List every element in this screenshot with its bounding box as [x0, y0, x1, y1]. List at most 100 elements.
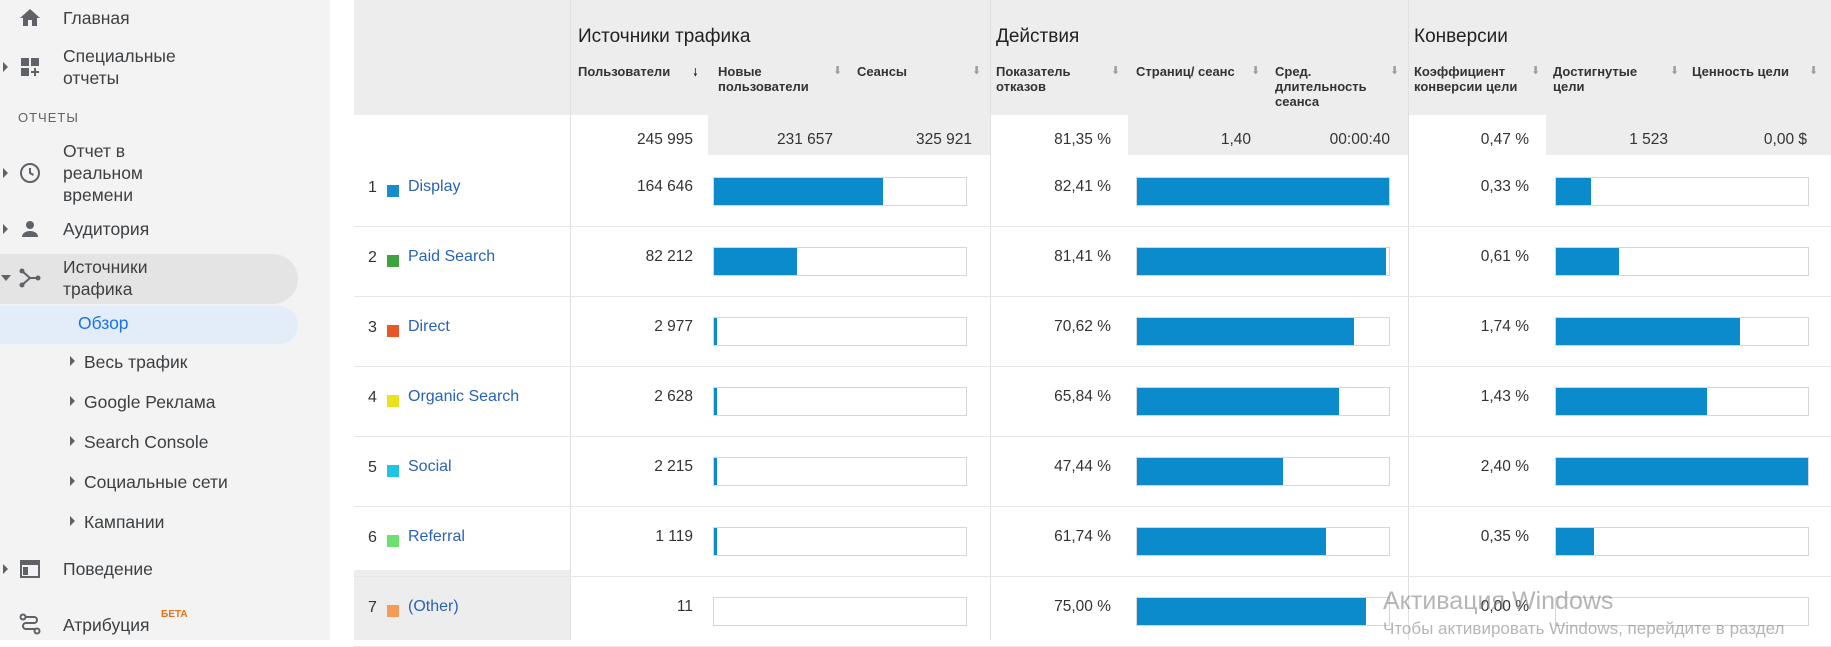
column-header-goal-conversion-rate[interactable]: Коэффициент конверсии цели	[1414, 64, 1518, 94]
sidebar-subitem-label: Search Console	[84, 432, 209, 452]
column-header-avg-session-duration[interactable]: Сред. длительность сеанса	[1275, 64, 1367, 109]
channel-link[interactable]: Paid Search	[408, 248, 496, 265]
column-header-bounce-rate[interactable]: Показатель отказов	[996, 64, 1071, 94]
sidebar-item-attribution[interactable]: Атрибуция БЕТА	[0, 609, 300, 636]
conversion-bar	[1555, 457, 1809, 486]
sort-icon[interactable]: ⬇	[1390, 65, 1400, 77]
conversion-bar	[1555, 597, 1809, 626]
sidebar-subitem-search-console[interactable]: Search Console	[70, 432, 209, 453]
conversion-bar-fill	[1556, 248, 1619, 275]
row-number: 3	[368, 319, 377, 336]
conversion-bar-fill	[1556, 458, 1808, 485]
channel-link[interactable]: Organic Search	[408, 388, 520, 405]
users-bar	[713, 597, 967, 626]
users-value: 11	[676, 598, 693, 615]
expand-caret-icon	[70, 356, 75, 367]
sidebar-item-audience[interactable]: Аудитория	[0, 217, 300, 241]
column-header-sessions[interactable]: Сеансы	[857, 64, 908, 79]
person-icon	[22, 221, 38, 237]
channel-link[interactable]: Direct	[408, 318, 450, 335]
column-divider	[1408, 0, 1409, 640]
sort-icon[interactable]: ⬇	[1531, 65, 1541, 77]
sidebar-subitem-campaigns[interactable]: Кампании	[70, 512, 164, 533]
bounce-value: 82,41 %	[1054, 178, 1111, 195]
conversion-bar	[1555, 527, 1809, 556]
sort-icon[interactable]: ⬇	[1809, 65, 1819, 77]
row-divider	[354, 366, 1831, 367]
totals-bounce-cell	[990, 115, 1128, 155]
row-number: 7	[368, 599, 377, 616]
nav-sub-active-highlight	[0, 306, 298, 344]
sort-icon[interactable]: ⬇	[1670, 65, 1680, 77]
bounce-value: 70,62 %	[1054, 318, 1111, 335]
sidebar-subitem-google-ads[interactable]: Google Реклама	[70, 392, 216, 413]
conversion-value: 1,43 %	[1480, 388, 1529, 405]
traffic-table	[354, 0, 1831, 640]
row-number: 1	[368, 179, 377, 196]
section-label-reports: ОТЧЕТЫ	[18, 110, 79, 125]
column-header-goal-value[interactable]: Ценность цели	[1692, 64, 1790, 79]
sidebar-subitem-all-traffic[interactable]: Весь трафик	[70, 352, 187, 373]
sidebar-subitem-overview[interactable]: Обзор	[78, 313, 129, 333]
expand-caret-icon	[70, 516, 75, 527]
bounce-bar-fill	[1137, 598, 1367, 625]
sort-icon[interactable]: ⬇	[833, 65, 843, 77]
bounce-value: 81,41 %	[1054, 248, 1111, 265]
users-bar	[713, 527, 967, 556]
channel-link[interactable]: (Other)	[408, 598, 459, 615]
sort-icon[interactable]: ⬇	[1251, 65, 1261, 77]
conversion-bar	[1555, 317, 1809, 346]
sidebar-item-acquisition[interactable]: Источники трафика	[0, 256, 300, 300]
users-bar-fill	[714, 528, 717, 555]
users-bar	[713, 317, 967, 346]
attribution-icon	[19, 613, 41, 635]
conversion-bar	[1555, 247, 1809, 276]
users-bar-fill	[714, 318, 718, 345]
bounce-bar-fill	[1137, 178, 1389, 205]
users-value: 1 119	[655, 528, 693, 545]
channel-link[interactable]: Referral	[408, 528, 465, 545]
column-header-new-users[interactable]: Новые пользователи	[718, 64, 809, 94]
bounce-bar	[1136, 597, 1390, 626]
sidebar-item-label: Отчет в реальном времени	[63, 141, 143, 205]
total-pages-per-session: 1,40	[1220, 131, 1251, 148]
sidebar-item-label: Атрибуция	[63, 615, 150, 635]
sort-icon[interactable]: ⬇	[1111, 65, 1121, 77]
users-bar-fill	[714, 248, 798, 275]
bounce-bar-fill	[1137, 388, 1339, 415]
sidebar-subitem-label: Google Реклама	[84, 392, 216, 412]
sidebar-item-home[interactable]: Главная	[0, 6, 300, 30]
totals-label-cell	[354, 115, 570, 155]
sidebar-item-custom-reports[interactable]: Специальные отчеты	[0, 45, 300, 89]
row-number: 2	[368, 249, 377, 266]
legend-swatch	[387, 255, 399, 267]
column-header-goal-completions[interactable]: Достигнутые цели	[1553, 64, 1638, 94]
channel-link[interactable]: Display	[408, 178, 461, 195]
dashboard-icon	[21, 58, 39, 76]
row-divider	[354, 296, 1831, 297]
beta-badge: БЕТА	[161, 609, 188, 620]
sidebar-item-behavior[interactable]: Поведение	[0, 557, 300, 581]
channel-link[interactable]: Social	[408, 458, 452, 475]
behavior-icon	[20, 560, 40, 578]
nav-active-highlight	[0, 254, 298, 304]
column-divider	[990, 0, 991, 640]
users-value: 2 977	[654, 318, 693, 335]
sort-desc-icon[interactable]: 🠗	[693, 67, 698, 79]
users-bar-fill	[714, 178, 883, 205]
row-number: 6	[368, 529, 377, 546]
sort-icon[interactable]: ⬇	[972, 65, 982, 77]
legend-swatch	[387, 535, 399, 547]
sidebar-subitem-label: Весь трафик	[84, 352, 188, 372]
sidebar-subitem-label: Социальные сети	[84, 472, 228, 492]
row-divider	[354, 436, 1831, 437]
column-header-users[interactable]: Пользователи	[578, 64, 671, 79]
sidebar-subitem-social[interactable]: Социальные сети	[70, 472, 228, 493]
conversion-value: 0,00 %	[1480, 598, 1529, 615]
total-goal-conversion-rate: 0,47 %	[1480, 131, 1529, 148]
column-header-pages-per-session[interactable]: Страниц/ сеанс	[1136, 64, 1235, 79]
bounce-value: 75,00 %	[1054, 598, 1111, 615]
row-divider	[354, 226, 1831, 227]
sidebar-item-realtime[interactable]: Отчет в реальном времени	[0, 140, 300, 206]
bounce-bar	[1136, 317, 1390, 346]
